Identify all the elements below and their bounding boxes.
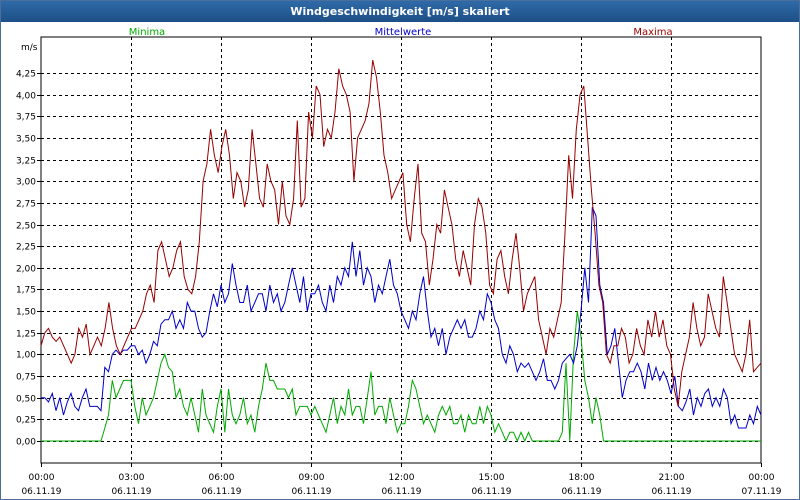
x-tick-date: 06.11.19	[201, 487, 241, 497]
series-line-max	[40, 59, 762, 407]
y-tick-label: 1,50	[16, 308, 36, 318]
x-tick-time: 03:00	[119, 473, 145, 483]
x-tick-date: 07.11.19	[741, 487, 781, 497]
x-tick-time: 06:00	[209, 473, 235, 483]
legend-maxima: Maxima	[633, 27, 672, 38]
x-tick-time: 00:00	[749, 473, 775, 483]
y-tick-label: 1,75	[16, 286, 36, 296]
y-tick-label: 2,00	[16, 265, 36, 275]
x-tick-date: 06.11.19	[651, 487, 691, 497]
y-tick-label: 4,00	[16, 92, 36, 102]
x-tick-date: 06.11.19	[291, 487, 331, 497]
x-tick-time: 21:00	[659, 473, 685, 483]
y-tick-label: 2,25	[16, 243, 36, 253]
y-tick-label: 0,75	[16, 373, 36, 383]
y-tick-label: 3,00	[16, 178, 36, 188]
y-tick-label: 2,75	[16, 200, 36, 210]
y-tick-label: 1,00	[16, 351, 36, 361]
x-tick-date: 06.11.19	[21, 487, 61, 497]
series-line-mean	[41, 207, 762, 429]
x-tick-time: 09:00	[299, 473, 325, 483]
y-tick-label: 3,50	[16, 135, 36, 145]
x-tick-time: 12:00	[389, 473, 415, 483]
y-axis-label: m/s	[21, 43, 38, 53]
series-lines	[40, 59, 762, 443]
y-tick-label: 4,25	[16, 70, 36, 80]
y-tick-label: 3,75	[16, 113, 36, 123]
x-tick-time: 00:00	[29, 473, 55, 483]
x-tick-date: 06.11.19	[111, 487, 151, 497]
y-axis-ticks: 0,00 0,25 0,50 0,75 1,00 1,25 1,50 1,75 2,00 2,25…	[16, 70, 41, 448]
x-tick-date: 06.11.19	[381, 487, 421, 497]
x-axis-ticks: 00:00 06.11.19 03:00 06.11.19 06:00 06.11.19 0…	[21, 463, 782, 497]
legend-minima: Minima	[129, 27, 165, 38]
legend-mittelwerte: Mittelwerte	[375, 27, 432, 38]
window-title: Windgeschwindigkeit [m/s] skaliert	[1, 1, 799, 22]
y-tick-label: 0,00	[16, 438, 36, 448]
y-tick-label: 1,25	[16, 330, 36, 340]
y-tick-label: 0,50	[16, 395, 36, 405]
series-line-min	[41, 311, 761, 443]
y-tick-label: 3,25	[16, 157, 36, 167]
y-tick-label: 2,50	[16, 222, 36, 232]
grid-lines	[41, 37, 761, 463]
x-tick-date: 06.11.19	[471, 487, 511, 497]
x-tick-time: 15:00	[479, 473, 505, 483]
x-tick-date: 06.11.19	[561, 487, 601, 497]
y-tick-label: 0,25	[16, 416, 36, 426]
x-tick-time: 18:00	[569, 473, 595, 483]
